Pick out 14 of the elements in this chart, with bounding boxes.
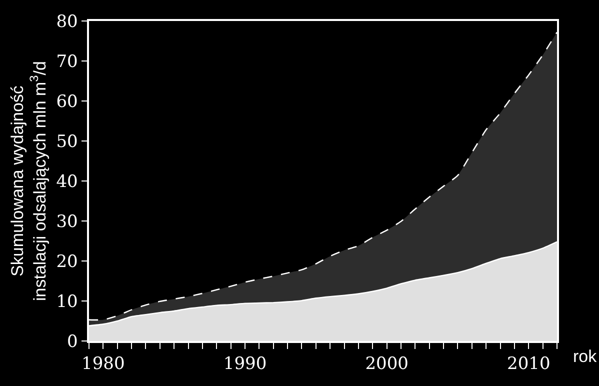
y-tick-label: 30	[56, 212, 78, 232]
x-tick-label: 2000	[365, 354, 408, 374]
x-tick-label: 2010	[507, 354, 550, 374]
y-tick-label: 0	[67, 332, 78, 352]
x-axis-title: rok	[573, 347, 598, 366]
x-tick-label: 1980	[82, 354, 125, 374]
y-tick-label: 80	[56, 12, 78, 32]
y-tick-label: 40	[56, 172, 78, 192]
y-tick-label: 10	[56, 292, 78, 312]
y-tick-label: 50	[56, 132, 78, 152]
y-tick-label: 70	[56, 52, 78, 72]
y-tick-label: 20	[56, 252, 78, 272]
y-tick-label: 60	[56, 92, 78, 112]
x-tick-label: 1990	[223, 354, 267, 374]
